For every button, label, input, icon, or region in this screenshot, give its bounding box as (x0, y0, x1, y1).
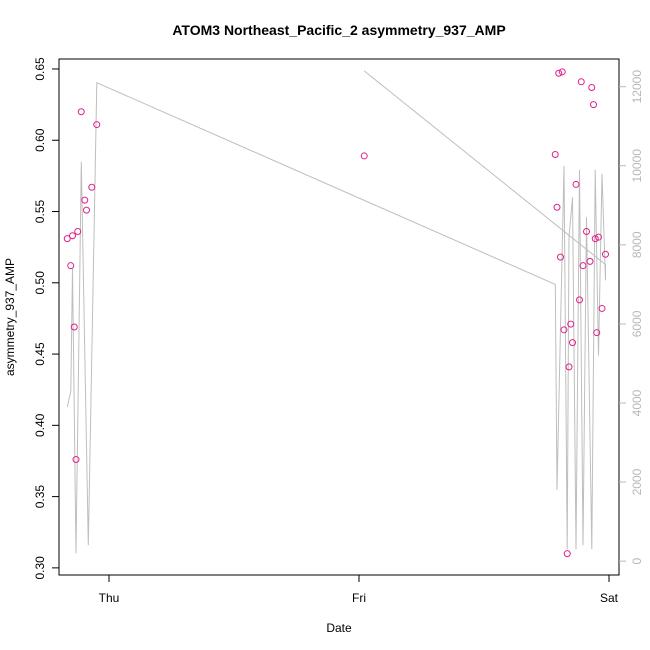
y2-tick-label: 12000 (630, 70, 644, 104)
data-point (576, 296, 583, 304)
data-point (588, 84, 596, 92)
data-point (577, 78, 585, 86)
data-point (565, 363, 573, 371)
y-axis-label: asymmetry_937_AMP (3, 258, 17, 376)
data-point (591, 235, 599, 243)
y2-tick-label: 4000 (630, 389, 644, 416)
data-point (72, 456, 80, 464)
y2-tick-label: 8000 (630, 231, 644, 258)
data-point (93, 121, 101, 129)
x-tick-label: Sat (600, 591, 619, 605)
y-tick-label: 0.65 (33, 57, 47, 81)
data-point (586, 257, 594, 265)
data-point (63, 235, 71, 243)
data-point (558, 68, 566, 76)
data-point (551, 151, 559, 159)
data-point (360, 152, 368, 160)
chart-title: ATOM3 Northeast_Pacific_2 asymmetry_937_… (172, 22, 505, 38)
x-axis-label: Date (326, 621, 352, 635)
y-tick-label: 0.55 (33, 200, 47, 224)
data-point (555, 69, 563, 77)
data-point (567, 320, 575, 328)
y-tick-label: 0.40 (33, 413, 47, 437)
data-point (74, 227, 82, 235)
data-point (70, 323, 78, 331)
y2-tick-label: 10000 (630, 149, 644, 183)
data-point (602, 250, 609, 258)
y-tick-label: 0.50 (33, 271, 47, 295)
data-point (69, 232, 76, 240)
data-point (83, 206, 90, 214)
data-point (557, 253, 564, 261)
data-point (553, 203, 561, 211)
data-point (560, 326, 568, 334)
data-point (569, 339, 576, 347)
data-point (77, 108, 85, 116)
data-point (595, 233, 602, 241)
y2-tick-label: 0 (630, 558, 644, 565)
y-tick-label: 0.45 (33, 342, 47, 366)
x-tick-label: Thu (99, 591, 120, 605)
data-point (583, 227, 590, 235)
y-tick-label: 0.60 (33, 128, 47, 152)
plot-frame (58, 58, 620, 576)
data-point (67, 262, 75, 270)
data-point (81, 196, 89, 204)
data-point (563, 550, 571, 558)
y2-tick-label: 6000 (630, 310, 644, 337)
data-point (572, 180, 580, 188)
secondary-series-line (66, 70, 606, 554)
data-point (590, 101, 597, 109)
y-tick-label: 0.35 (33, 485, 47, 509)
data-point (579, 262, 587, 270)
data-point (593, 329, 601, 337)
data-point (598, 304, 606, 312)
data-point (88, 183, 96, 191)
y-tick-label: 0.30 (33, 556, 47, 580)
x-tick-label: Fri (352, 591, 366, 605)
y2-tick-label: 2000 (630, 468, 644, 495)
